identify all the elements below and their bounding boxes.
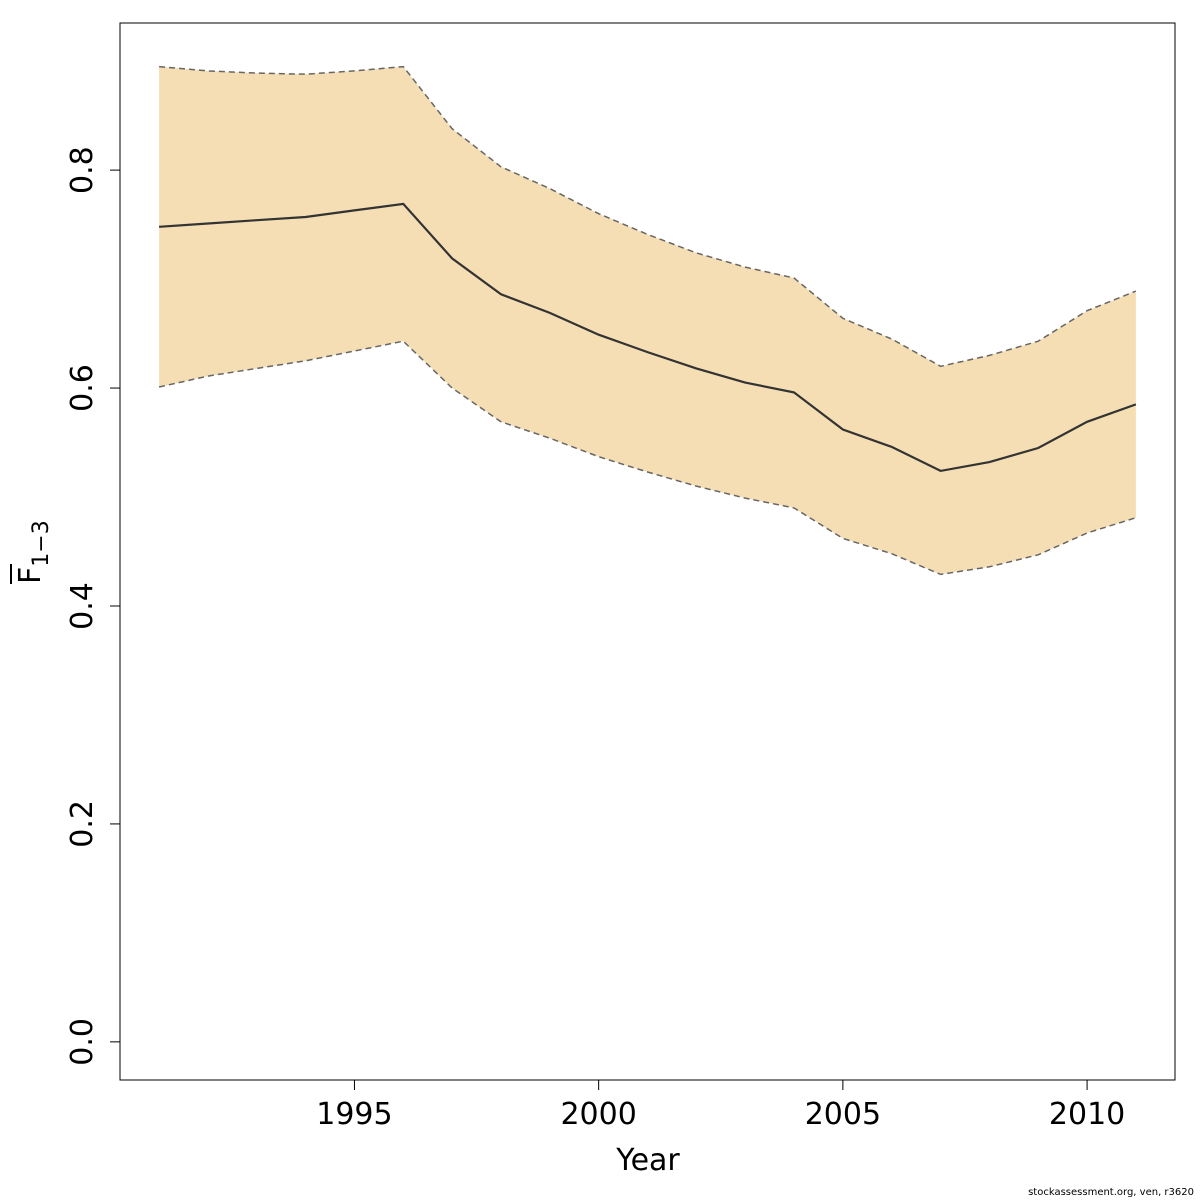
x-tick-label: 2005 [805, 1097, 881, 1132]
x-axis-title: Year [615, 1143, 680, 1178]
estimate-line-group [159, 202, 1137, 473]
confidence-band [159, 66, 1136, 575]
y-tick-label: 0.6 [65, 364, 100, 412]
y-tick-label: 0.0 [65, 1018, 100, 1066]
upper-bound-line [159, 65, 1137, 368]
x-tick-label: 2010 [1049, 1097, 1125, 1132]
y-axis-title: F1−3 [10, 520, 54, 584]
footer-note: stockassessment.org, ven, r3620 [1028, 1187, 1194, 1198]
y-axis-title-subscript: 1−3 [29, 520, 54, 566]
plot-frame [119, 22, 1176, 1081]
x-axis: 1995 2000 2005 2010 [316, 1080, 1125, 1132]
y-axis: 0.0 0.2 0.4 0.6 0.8 [65, 146, 120, 1066]
y-axis-title-main: F [13, 567, 48, 584]
x-tick-label: 1995 [316, 1097, 392, 1132]
confidence-band-group [158, 65, 1137, 576]
lower-bound-line [158, 340, 1137, 576]
estimate-line [159, 202, 1137, 473]
svg-text:F1−3: F1−3 [13, 520, 54, 584]
y-tick-label: 0.4 [65, 582, 100, 630]
x-tick-label: 2000 [560, 1097, 636, 1132]
y-tick-label: 0.2 [65, 800, 100, 848]
y-tick-label: 0.8 [65, 146, 100, 194]
